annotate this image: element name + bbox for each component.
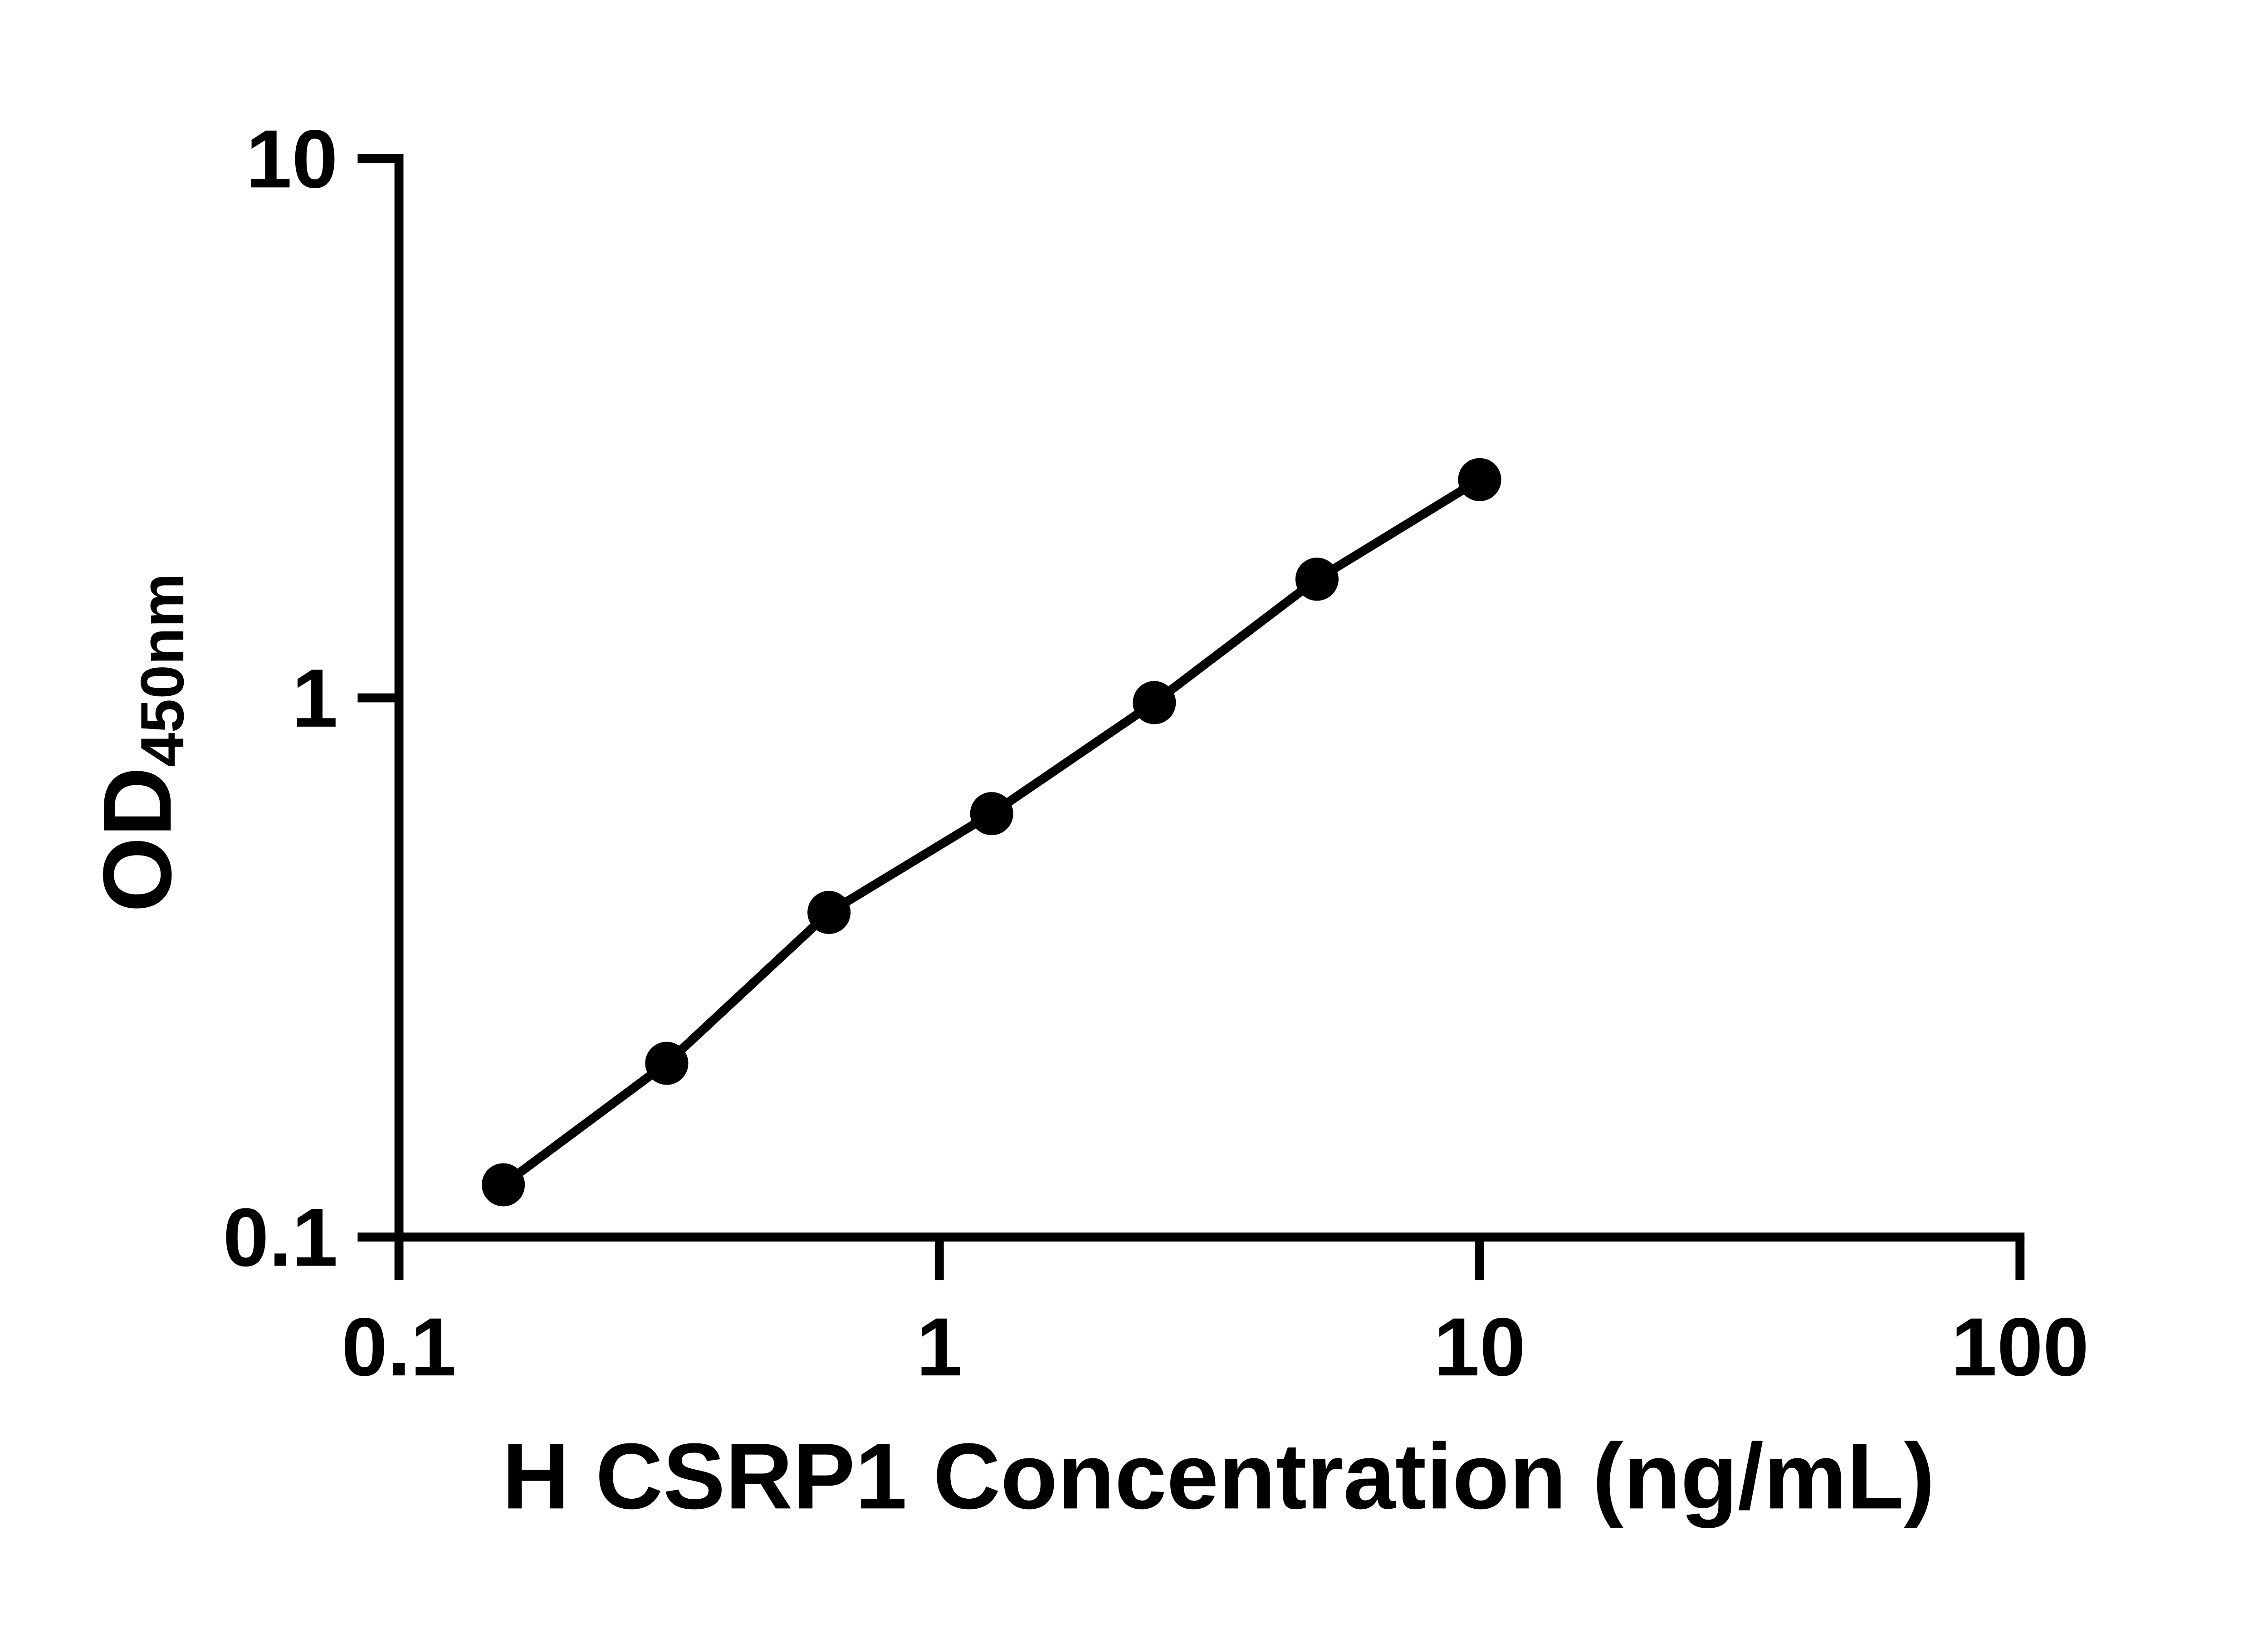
data-point: [807, 890, 851, 934]
axes: 10 1 0.10.1 1 10 100: [223, 112, 2089, 1393]
y-tick-label: 10: [246, 112, 338, 205]
data-point: [645, 1041, 689, 1085]
plot-series: [482, 458, 1501, 1207]
data-point: [1133, 681, 1176, 724]
x-tick-label: 0.1: [342, 1301, 456, 1393]
y-tick-label: 1: [292, 652, 337, 744]
x-tick-label: 100: [1951, 1301, 2089, 1393]
y-tick-label: 0.1: [223, 1191, 337, 1283]
data-point: [1458, 458, 1501, 501]
data-point: [482, 1163, 525, 1207]
data-point: [1295, 557, 1339, 601]
x-axis-title: H CSRP1 Concentration (ng/mL): [502, 1423, 1935, 1528]
data-point: [970, 792, 1013, 836]
y-axis-title-subscript: 450nm: [128, 573, 196, 767]
y-axis-title: OD450nm: [83, 573, 196, 913]
y-axis-title-main: OD: [83, 767, 191, 912]
x-tick-label: 10: [1434, 1301, 1526, 1393]
x-tick-label: 1: [916, 1301, 962, 1393]
